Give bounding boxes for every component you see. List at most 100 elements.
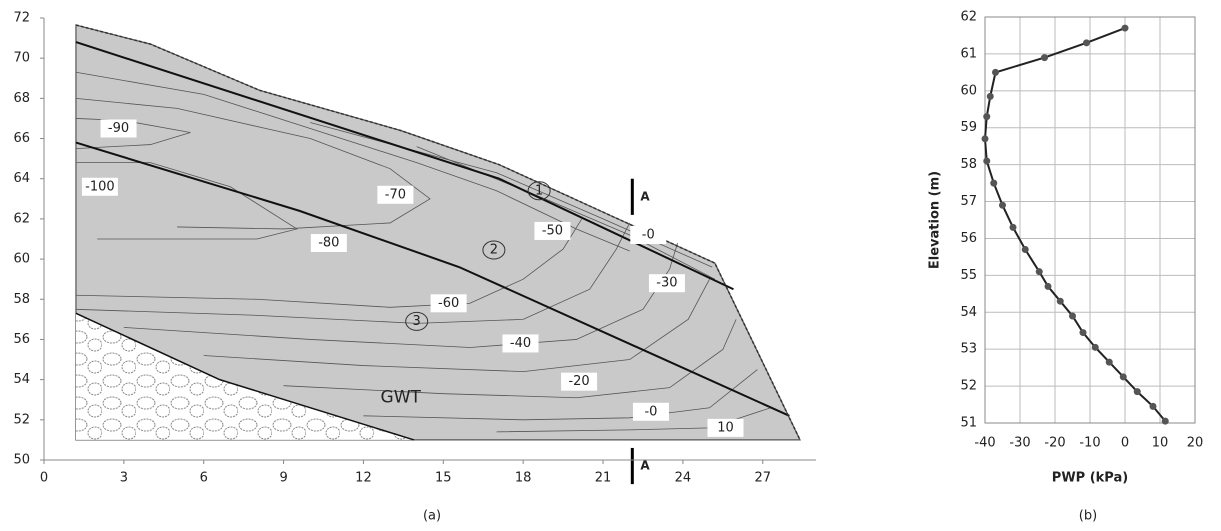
y-tick-label: 52 bbox=[13, 412, 30, 427]
annotation-circle bbox=[527, 181, 551, 201]
data-point bbox=[1044, 282, 1052, 290]
data-point bbox=[986, 92, 994, 100]
x-tick-label: 9 bbox=[279, 471, 287, 486]
section-label: A bbox=[640, 189, 650, 203]
annotation-circle bbox=[482, 240, 506, 260]
x-axis-label: PWP (kPa) bbox=[1052, 471, 1128, 486]
contour-line bbox=[496, 407, 771, 433]
contour-label-box bbox=[430, 294, 467, 313]
contour-label: -80 bbox=[318, 236, 339, 251]
x-tick-label: 24 bbox=[675, 471, 692, 486]
y-tick-label: 55 bbox=[960, 268, 977, 283]
contour-label-box bbox=[81, 177, 118, 196]
y-tick-label: 66 bbox=[13, 131, 30, 146]
layer-boundary bbox=[75, 141, 790, 417]
data-point bbox=[1083, 39, 1090, 47]
y-tick-label: 52 bbox=[960, 379, 977, 394]
layer-boundary bbox=[75, 41, 734, 291]
x-tick-label: -30 bbox=[1009, 436, 1030, 451]
data-point bbox=[1091, 343, 1099, 351]
x-tick-label: 6 bbox=[200, 471, 208, 486]
y-tick-label: 61 bbox=[960, 46, 977, 61]
data-point bbox=[1133, 388, 1141, 396]
y-tick-label: 51 bbox=[960, 416, 977, 431]
caption: (a) bbox=[423, 509, 441, 524]
y-tick-label: 50 bbox=[13, 453, 30, 468]
data-point bbox=[1009, 223, 1017, 231]
x-tick-label: -10 bbox=[1079, 436, 1100, 451]
contour-line bbox=[75, 97, 431, 230]
data-point bbox=[1041, 54, 1048, 62]
data-point bbox=[1021, 246, 1029, 254]
y-tick-label: 68 bbox=[13, 91, 30, 106]
y-axis-label: Elevation (m) bbox=[928, 171, 943, 269]
contour-label-box bbox=[632, 402, 669, 421]
contour-label: -100 bbox=[85, 179, 115, 194]
y-tick-label: 59 bbox=[960, 120, 977, 135]
contour-label: -70 bbox=[385, 187, 406, 202]
annotation: GWT bbox=[381, 388, 422, 408]
contour-label-box bbox=[502, 334, 539, 353]
y-tick-label: 60 bbox=[960, 83, 977, 98]
contour-line bbox=[203, 278, 710, 373]
x-tick-label: 0 bbox=[40, 471, 48, 486]
contour-line bbox=[123, 242, 678, 348]
y-tick-label: 72 bbox=[13, 11, 30, 26]
contour-label: -60 bbox=[438, 296, 459, 311]
data-point bbox=[1056, 297, 1064, 305]
contour-label: -0 bbox=[644, 404, 657, 419]
annotation-circle bbox=[405, 311, 429, 331]
contour-line bbox=[363, 369, 758, 421]
contour-label-box bbox=[630, 225, 667, 244]
y-tick-label: 58 bbox=[960, 157, 977, 172]
surface-line bbox=[75, 24, 801, 441]
annotation: 2 bbox=[490, 243, 498, 258]
y-tick-label: 64 bbox=[13, 171, 30, 186]
data-point bbox=[983, 157, 991, 165]
contour-label: -90 bbox=[108, 121, 129, 136]
x-tick-label: 21 bbox=[595, 471, 612, 486]
data-point bbox=[1079, 329, 1087, 337]
data-point bbox=[1069, 312, 1076, 320]
plot-frame bbox=[984, 16, 1196, 424]
gravel-zone bbox=[75, 313, 415, 440]
data-point bbox=[1121, 24, 1129, 32]
contour-line bbox=[75, 162, 298, 240]
contour-label: 10 bbox=[717, 420, 734, 435]
contour-label: -0 bbox=[642, 227, 655, 242]
data-point bbox=[990, 179, 998, 187]
x-tick-label: 27 bbox=[754, 471, 771, 486]
contour-label-box bbox=[100, 119, 137, 138]
contour-label-box bbox=[648, 274, 685, 293]
section-label: A bbox=[640, 459, 650, 473]
contour-line bbox=[75, 218, 583, 308]
annotation: 3 bbox=[413, 314, 421, 329]
x-tick-label: 10 bbox=[1152, 436, 1169, 451]
y-tick-label: 62 bbox=[13, 211, 30, 226]
caption: (b) bbox=[1079, 509, 1097, 524]
x-tick-label: 18 bbox=[515, 471, 532, 486]
x-tick-label: 15 bbox=[435, 471, 452, 486]
data-point bbox=[1105, 358, 1113, 366]
data-point bbox=[981, 135, 989, 143]
contour-label: -40 bbox=[510, 336, 531, 351]
data-point bbox=[992, 68, 999, 76]
contour-label-box bbox=[561, 372, 598, 391]
y-tick-label: 54 bbox=[13, 372, 30, 387]
x-tick-label: 12 bbox=[355, 471, 372, 486]
y-tick-label: 58 bbox=[13, 292, 30, 307]
y-tick-label: 62 bbox=[960, 10, 977, 25]
data-point bbox=[999, 201, 1006, 209]
contour-label-box bbox=[534, 221, 571, 240]
gwt-line bbox=[75, 312, 415, 441]
annotation: 1 bbox=[535, 183, 543, 198]
contour-label-box bbox=[310, 234, 347, 253]
y-tick-label: 56 bbox=[960, 231, 977, 246]
contour-line bbox=[283, 319, 737, 399]
contour-label: -30 bbox=[656, 276, 677, 291]
y-tick-label: 57 bbox=[960, 194, 977, 209]
contour-label-box bbox=[707, 418, 744, 437]
data-point bbox=[1149, 402, 1157, 410]
x-tick-label: -40 bbox=[974, 436, 995, 451]
